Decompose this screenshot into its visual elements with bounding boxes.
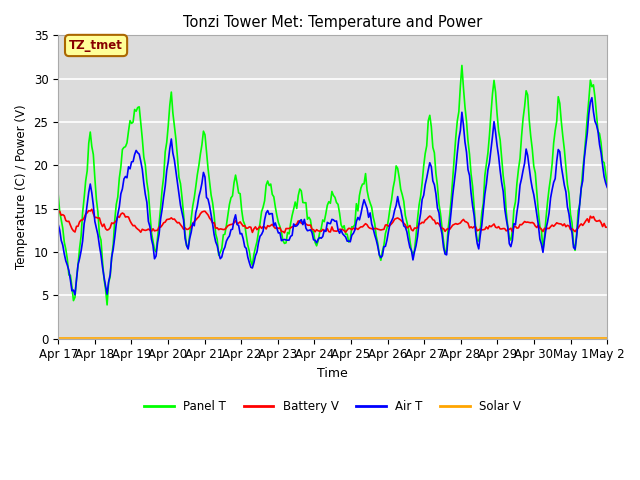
Air T [123,175,131,180]
Air T [604,184,611,190]
Solar V [246,336,253,341]
Air T [296,218,303,224]
Air T [238,230,246,236]
Solar V [236,336,244,341]
Solar V [573,336,580,341]
Air T [588,95,596,100]
Line: Battery V: Battery V [58,209,607,233]
Air T [71,292,79,298]
Panel T [103,302,111,308]
Panel T [604,182,611,188]
Panel T [54,191,62,197]
Panel T [238,207,246,213]
Line: Air T: Air T [58,97,607,295]
Solar V [54,336,62,341]
Air T [574,218,582,224]
Panel T [220,232,227,238]
Line: Panel T: Panel T [58,65,607,305]
Panel T [123,140,131,146]
Air T [247,264,255,270]
Battery V [54,208,62,214]
Panel T [296,186,303,192]
Panel T [576,202,584,207]
Solar V [218,336,226,341]
Battery V [238,221,246,227]
Text: TZ_tmet: TZ_tmet [69,39,123,52]
Solar V [294,336,302,341]
X-axis label: Time: Time [317,367,348,380]
Battery V [88,206,95,212]
Battery V [576,223,584,228]
Solar V [604,336,611,341]
Battery V [220,227,227,232]
Title: Tonzi Tower Met: Temperature and Power: Tonzi Tower Met: Temperature and Power [183,15,483,30]
Battery V [298,220,305,226]
Air T [54,221,62,227]
Panel T [247,258,255,264]
Battery V [123,214,131,219]
Battery V [281,230,289,236]
Panel T [458,62,466,68]
Y-axis label: Temperature (C) / Power (V): Temperature (C) / Power (V) [15,105,28,269]
Air T [220,248,227,253]
Battery V [247,224,255,230]
Battery V [604,224,611,230]
Legend: Panel T, Battery V, Air T, Solar V: Panel T, Battery V, Air T, Solar V [140,395,526,418]
Solar V [122,336,129,341]
